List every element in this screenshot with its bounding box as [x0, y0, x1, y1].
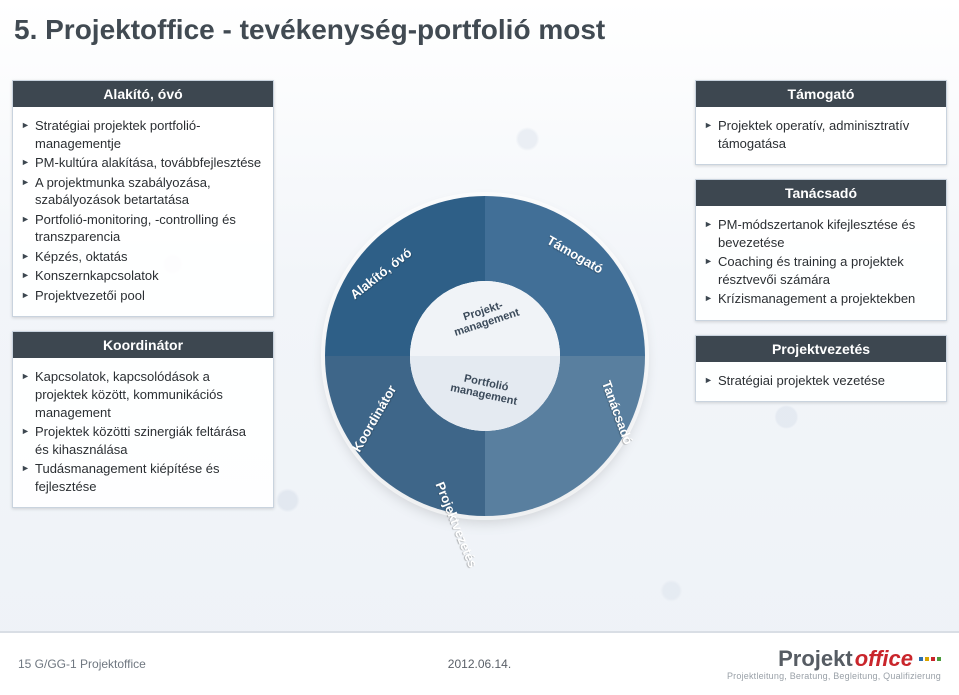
- box-tanacsado-title: Tanácsadó: [696, 180, 946, 206]
- box-tanacsado-body: PM-módszertanok kifejlesztése és bevezet…: [696, 206, 946, 320]
- puzzle-diagram: Projekt-management Portfolió management …: [325, 196, 645, 516]
- footer: 15 G/GG-1 Projektoffice 2012.06.14. Proj…: [0, 631, 959, 695]
- right-column: Támogató Projektek operatív, adminisztra…: [689, 80, 959, 631]
- box-koordinator-title: Koordinátor: [13, 332, 273, 358]
- slide: 5. Projektoffice - tevékenység-portfolió…: [0, 0, 959, 695]
- list-item: Projektek operatív, adminisztratív támog…: [704, 117, 936, 152]
- list-item: Kapcsolatok, kapcsolódások a projektek k…: [21, 368, 263, 421]
- footer-left: 15 G/GG-1 Projektoffice: [18, 657, 146, 671]
- list-item: Tudásmanagement kiépítése és fejlesztése: [21, 460, 263, 495]
- list-item: Stratégiai projektek portfolió-managemen…: [21, 117, 263, 152]
- list-item: Krízismanagement a projektekben: [704, 290, 936, 308]
- puzzle-core: Projekt-management Portfolió management: [410, 281, 560, 431]
- list-item: PM-kultúra alakítása, továbbfejlesztése: [21, 154, 263, 172]
- list-item: Konszernkapcsolatok: [21, 267, 263, 285]
- logo-dots-icon: [919, 657, 941, 661]
- box-tanacsado: Tanácsadó PM-módszertanok kifejlesztése …: [695, 179, 947, 321]
- list-item: Coaching és training a projektek résztve…: [704, 253, 936, 288]
- center-column: Projekt-management Portfolió management …: [280, 80, 689, 631]
- box-alakito-body: Stratégiai projektek portfolió-managemen…: [13, 107, 273, 316]
- box-tamogato-title: Támogató: [696, 81, 946, 107]
- logo-tagline: Projektleitung, Beratung, Begleitung, Qu…: [727, 672, 941, 681]
- content-area: Alakító, óvó Stratégiai projektek portfo…: [0, 80, 959, 631]
- list-item: Képzés, oktatás: [21, 248, 263, 266]
- list-item: Projektek közötti szinergiák feltárása é…: [21, 423, 263, 458]
- box-alakito: Alakító, óvó Stratégiai projektek portfo…: [12, 80, 274, 317]
- logo: Projektoffice Projektleitung, Beratung, …: [727, 648, 941, 681]
- box-koordinator-body: Kapcsolatok, kapcsolódások a projektek k…: [13, 358, 273, 507]
- box-koordinator: Koordinátor Kapcsolatok, kapcsolódások a…: [12, 331, 274, 508]
- left-column: Alakító, óvó Stratégiai projektek portfo…: [0, 80, 280, 631]
- box-tamogato: Támogató Projektek operatív, adminisztra…: [695, 80, 947, 165]
- list-item: Portfolió-monitoring, -controlling és tr…: [21, 211, 263, 246]
- box-projektvezetes: Projektvezetés Stratégiai projektek veze…: [695, 335, 947, 403]
- logo-main: Projekt: [778, 648, 853, 670]
- puzzle-ring: Projekt-management Portfolió management: [325, 196, 645, 516]
- page-title: 5. Projektoffice - tevékenység-portfolió…: [0, 0, 959, 50]
- box-projektvezetes-title: Projektvezetés: [696, 336, 946, 362]
- list-item: Projektvezetői pool: [21, 287, 263, 305]
- box-tamogato-body: Projektek operatív, adminisztratív támog…: [696, 107, 946, 164]
- list-item: A projektmunka szabályozása, szabályozás…: [21, 174, 263, 209]
- footer-date: 2012.06.14.: [448, 657, 511, 671]
- box-projektvezetes-body: Stratégiai projektek vezetése: [696, 362, 946, 402]
- box-alakito-title: Alakító, óvó: [13, 81, 273, 107]
- list-item: Stratégiai projektek vezetése: [704, 372, 936, 390]
- logo-row: Projektoffice: [778, 648, 941, 670]
- list-item: PM-módszertanok kifejlesztése és bevezet…: [704, 216, 936, 251]
- logo-accent: office: [855, 648, 913, 670]
